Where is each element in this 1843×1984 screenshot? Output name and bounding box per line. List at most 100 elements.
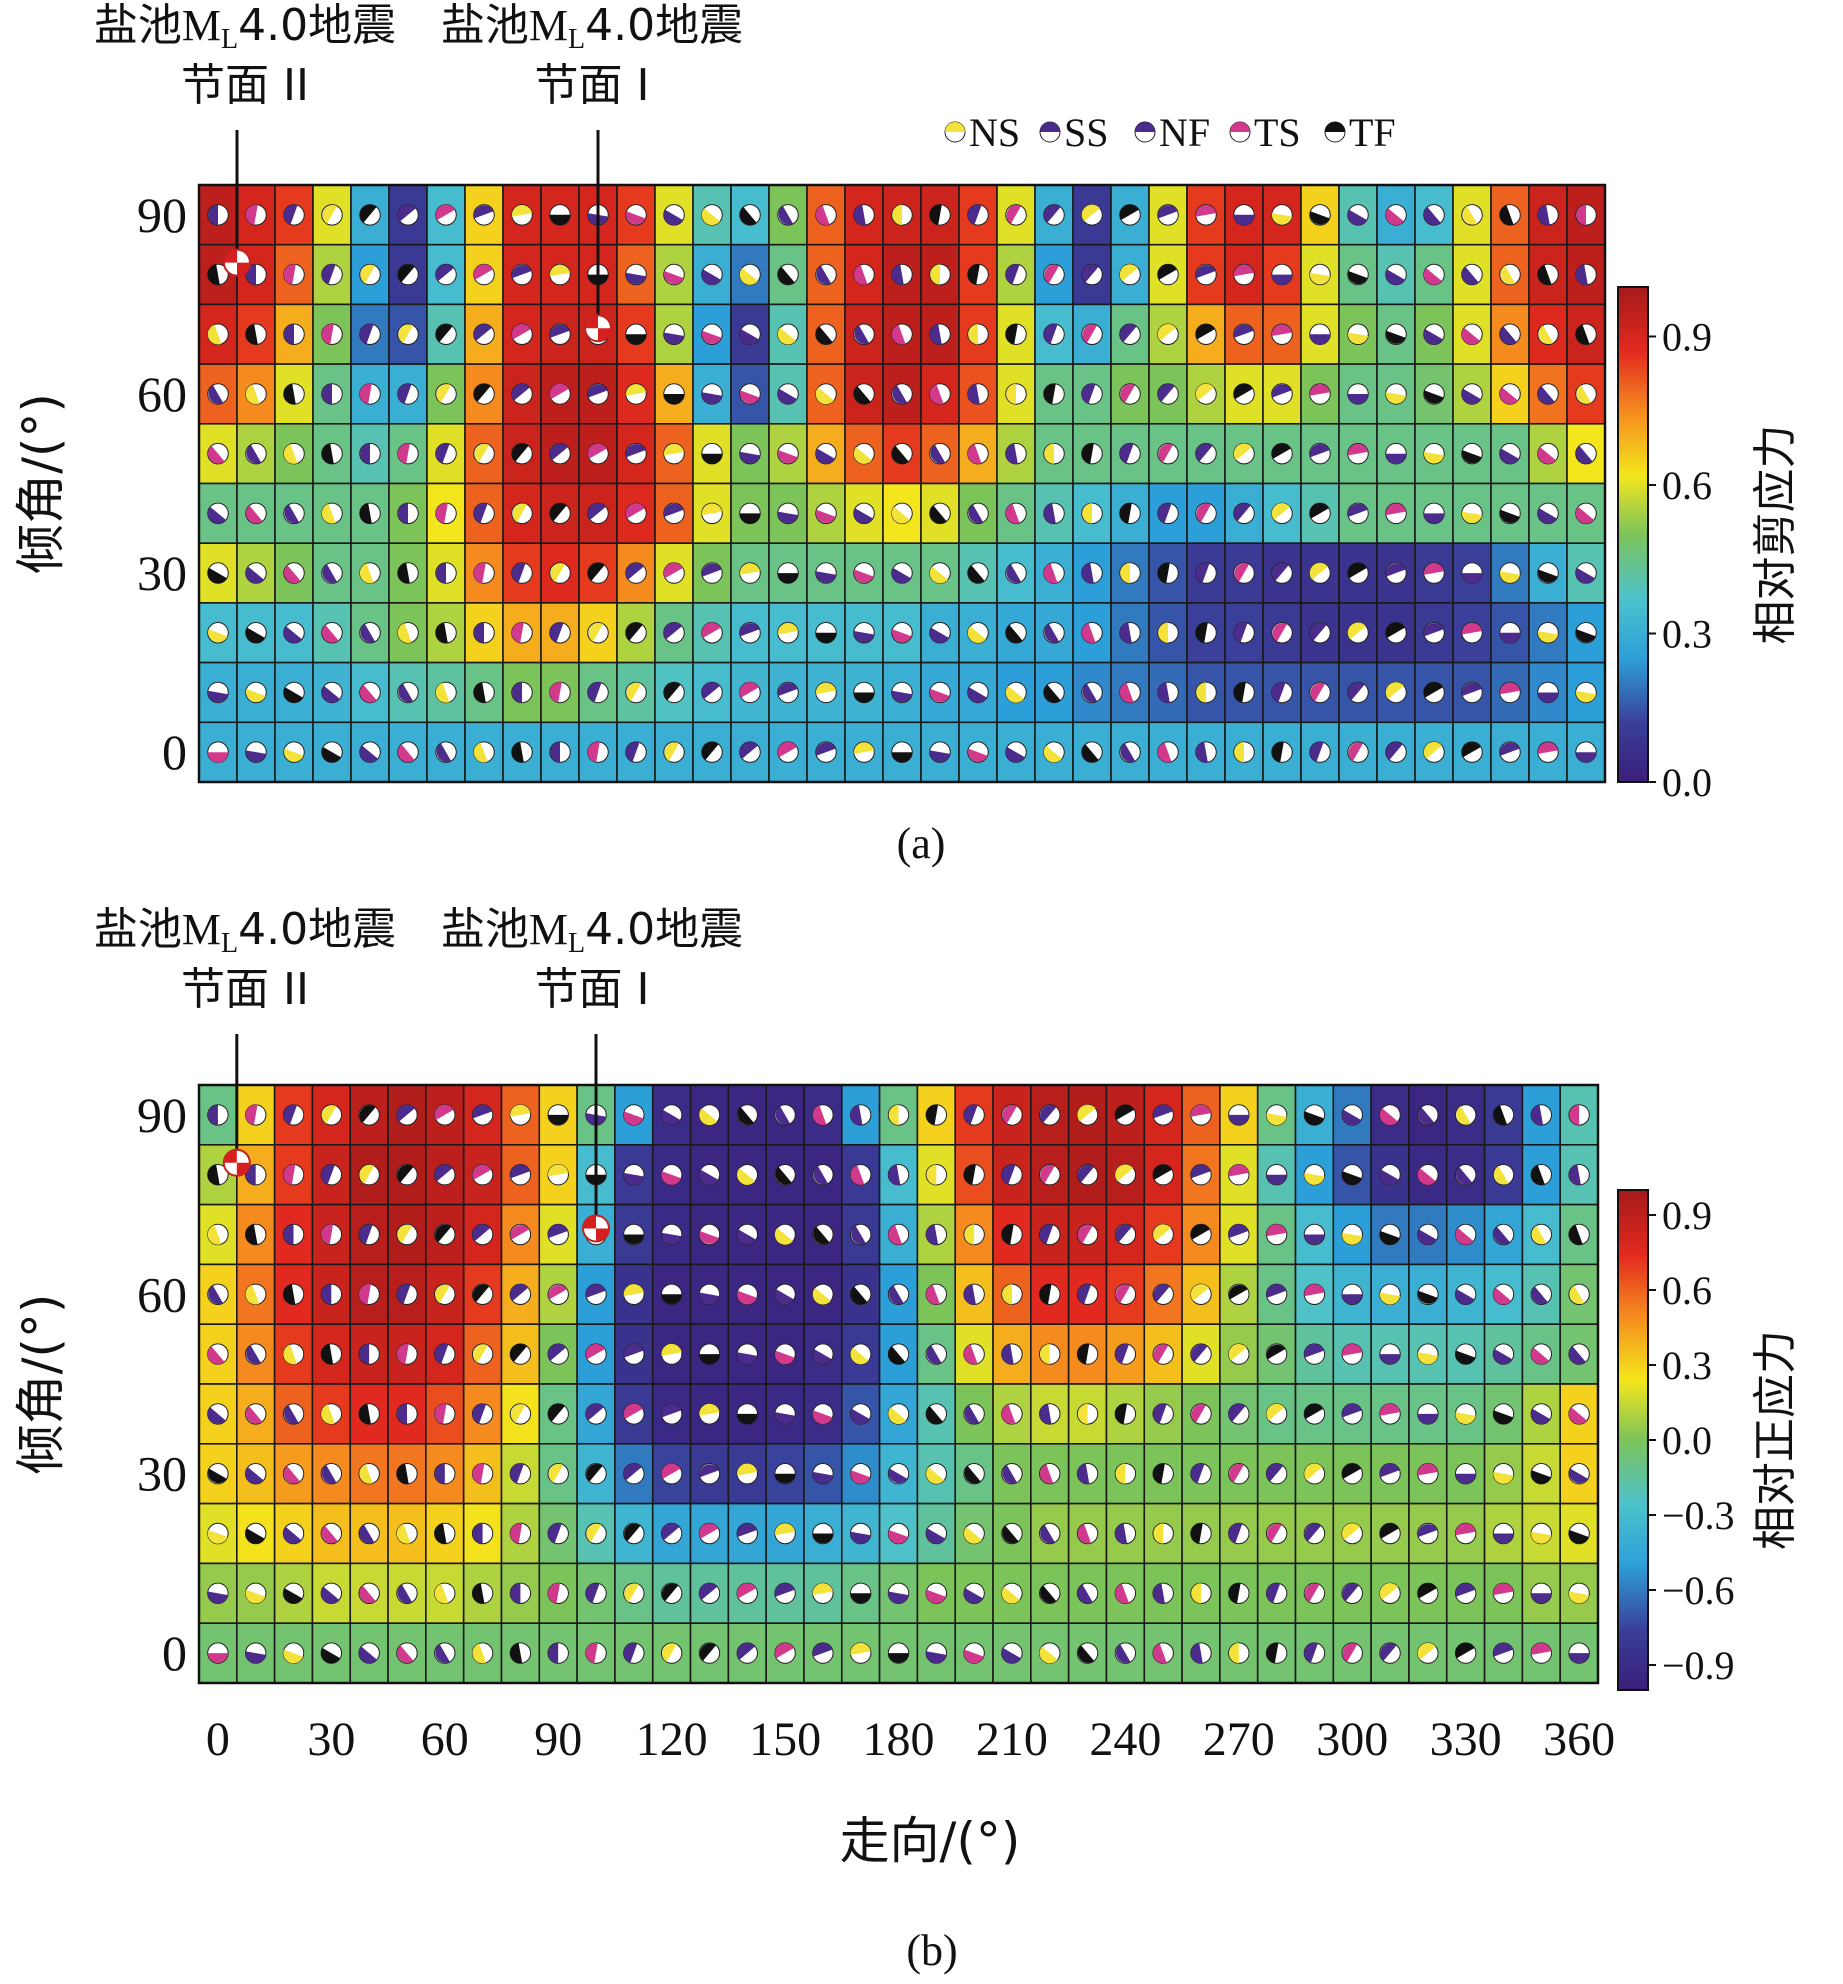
focal-mechanism-icon: [207, 681, 229, 704]
focal-mechanism-icon: [925, 1283, 948, 1306]
focal-mechanism-icon: [587, 502, 609, 525]
focal-mechanism-icon: [625, 741, 647, 763]
focal-mechanism-icon: [736, 1462, 758, 1485]
focal-mechanism-icon: [1499, 204, 1521, 226]
focal-mechanism-icon: [623, 1403, 645, 1425]
focal-mechanism-icon: [698, 1462, 721, 1485]
focal-mechanism-icon: [1081, 621, 1103, 644]
focal-mechanism-icon: [283, 562, 305, 584]
focal-mechanism-icon: [207, 1522, 229, 1545]
focal-mechanism-icon: [1499, 741, 1521, 763]
focal-mechanism-icon: [812, 1403, 834, 1425]
focal-mechanism-icon: [434, 1283, 456, 1306]
focal-mechanism-icon: [1341, 1462, 1363, 1485]
focal-mechanism-icon: [1309, 442, 1331, 465]
focal-mechanism-icon: [698, 1343, 721, 1365]
focal-mechanism-icon: [283, 263, 305, 286]
focal-mechanism-icon: [1233, 263, 1255, 286]
focal-mechanism-icon: [1461, 502, 1483, 525]
focal-mechanism-icon: [1379, 1582, 1401, 1605]
focal-mechanism-icon: [625, 502, 647, 525]
focal-mechanism-icon: [1265, 1522, 1288, 1545]
focal-mechanism-icon: [1568, 1223, 1590, 1246]
focal-mechanism-icon: [359, 502, 381, 525]
svg-text:盐池ML4.0地震: 盐池ML4.0地震: [441, 904, 743, 959]
focal-mechanism-icon: [1114, 1642, 1137, 1664]
colorbar: [1617, 286, 1649, 783]
focal-mechanism-icon: [547, 1343, 569, 1365]
focal-mechanism-icon: [397, 621, 419, 644]
focal-mechanism-icon: [1190, 1223, 1212, 1246]
focal-mechanism-icon: [1347, 263, 1369, 286]
focal-mechanism-icon: [1385, 681, 1407, 704]
focal-mechanism-icon: [1575, 323, 1597, 346]
focal-mechanism-icon: [585, 1582, 607, 1605]
heatmap-cell: [1143, 1323, 1183, 1385]
focal-mechanism-icon: [1499, 383, 1521, 405]
focal-mechanism-icon: [887, 1283, 910, 1306]
heatmap-cell: [1224, 721, 1264, 783]
focal-mechanism-icon: [283, 204, 305, 226]
focal-mechanism-icon: [1228, 1343, 1250, 1365]
svg-text:TF: TF: [1349, 110, 1396, 155]
focal-mechanism-icon: [625, 562, 647, 584]
x-tick-label: 300: [1316, 1713, 1388, 1766]
focal-mechanism-icon: [701, 442, 723, 465]
y-tick-label: 90: [137, 1087, 187, 1143]
focal-mechanism-icon: [549, 741, 571, 763]
y-axis-a: 倾角/(°) 90 60 30 0: [12, 187, 187, 780]
focal-mechanism-icon: [321, 741, 343, 763]
focal-mechanism-icon: [1005, 323, 1027, 346]
focal-mechanism-icon: [434, 1163, 456, 1186]
focal-mechanism-icon: [815, 681, 837, 704]
focal-mechanism-icon: [1379, 1223, 1401, 1246]
focal-mechanism-icon: [739, 681, 761, 704]
x-tick-label: 150: [749, 1713, 821, 1766]
colorbar-tick-label: −0.6: [1662, 1568, 1735, 1613]
focal-mechanism-icon: [511, 681, 533, 704]
focal-mechanism-icon: [739, 741, 761, 763]
focal-mechanism-icon: [1530, 1642, 1552, 1664]
focal-mechanism-icon: [547, 1642, 569, 1664]
focal-mechanism-icon: [207, 204, 229, 226]
focal-mechanism-icon: [1347, 621, 1369, 644]
focal-mechanism-icon: [891, 204, 913, 226]
focal-mechanism-icon: [473, 383, 495, 405]
focal-mechanism-icon: [1039, 1582, 1061, 1605]
focal-mechanism-icon: [777, 442, 799, 465]
focal-mechanism-icon: [1005, 681, 1027, 704]
focal-mechanism-icon: [1303, 1403, 1326, 1425]
focal-mechanism-icon: [777, 263, 799, 286]
focal-mechanism-icon: [1454, 1522, 1477, 1545]
focal-mechanism-icon: [1417, 1163, 1439, 1186]
y-tick-label: 0: [162, 1625, 187, 1681]
focal-mechanism-icon: [509, 1283, 532, 1306]
focal-mechanism-icon: [1039, 1223, 1061, 1246]
focal-mechanism-icon: [1347, 323, 1369, 346]
focal-mechanism-icon: [1309, 502, 1331, 525]
focal-mechanism-icon: [1043, 442, 1065, 465]
focal-mechanism-icon: [1341, 1283, 1363, 1306]
focal-mechanism-icon: [1152, 1582, 1174, 1605]
focal-mechanism-icon: [1233, 204, 1255, 226]
focal-mechanism-icon: [207, 1462, 229, 1485]
focal-mechanism-icon: [1190, 1462, 1212, 1485]
focal-mechanism-icon: [207, 263, 229, 286]
focal-mechanism-icon: [1076, 1462, 1099, 1485]
focal-mechanism-icon: [1157, 442, 1179, 465]
x-tick-label: 0: [206, 1713, 230, 1766]
focal-mechanism-icon: [1575, 621, 1597, 644]
focal-mechanism-icon: [736, 1104, 758, 1126]
focal-mechanism-icon: [1039, 1522, 1061, 1545]
focal-mechanism-icon: [1152, 1223, 1174, 1246]
focal-mechanism-icon: [1385, 323, 1407, 346]
focal-mechanism-icon: [434, 1403, 456, 1425]
legend-item-ns: NS: [944, 110, 1020, 155]
focal-mechanism-icon: [549, 502, 571, 525]
focal-mechanism-icon: [1233, 502, 1255, 525]
focal-mechanism-icon: [1076, 1283, 1099, 1306]
focal-mechanism-icon: [1530, 1223, 1552, 1246]
focal-mechanism-icon: [1195, 621, 1217, 644]
focal-mechanism-icon: [471, 1522, 494, 1545]
focal-mechanism-icon: [1228, 1522, 1250, 1545]
